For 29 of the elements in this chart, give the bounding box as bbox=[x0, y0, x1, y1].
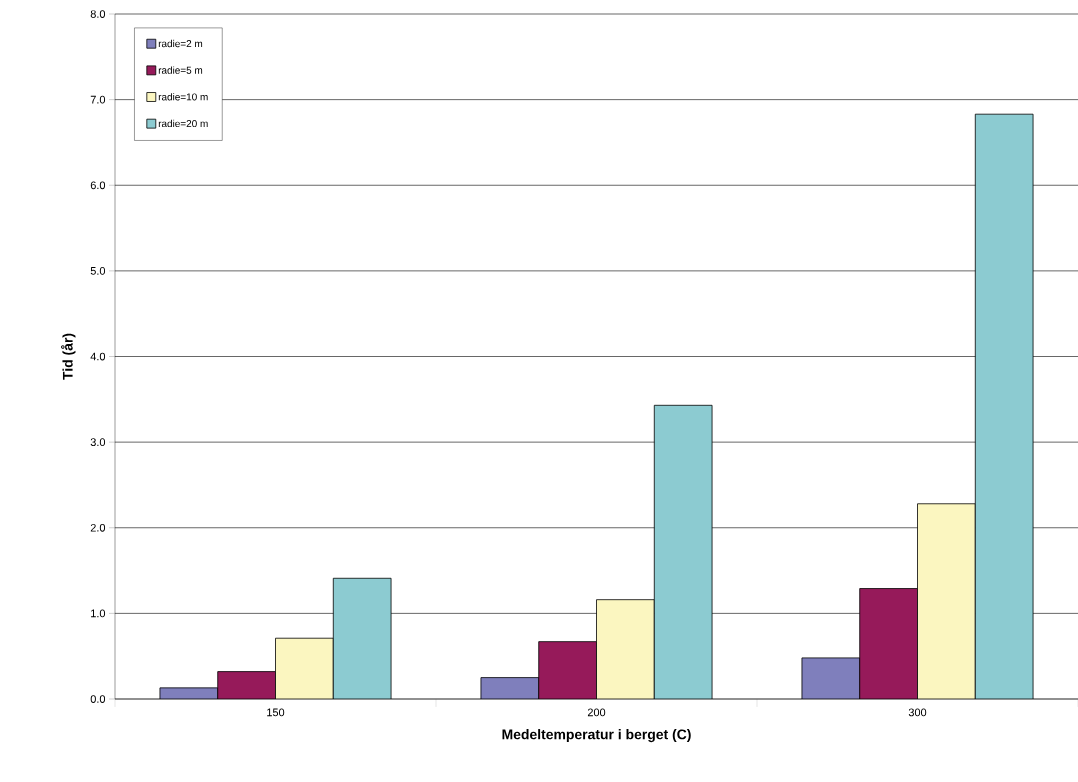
y-tick-label: 6.0 bbox=[90, 181, 106, 190]
bar bbox=[917, 503, 976, 699]
x-axis-title: Medeltemperatur i berget (C) bbox=[502, 729, 691, 743]
x-tick-label: 300 bbox=[908, 708, 927, 717]
y-tick-label: 7.0 bbox=[90, 95, 106, 104]
y-tick-label: 1.0 bbox=[91, 609, 106, 618]
bar bbox=[275, 637, 334, 699]
legend-label: radie=5 m bbox=[158, 66, 203, 74]
bar bbox=[801, 657, 861, 699]
y-tick-label: 0.0 bbox=[90, 695, 106, 703]
bar bbox=[538, 641, 597, 699]
y-tick-label: 3.0 bbox=[90, 438, 106, 447]
bar bbox=[974, 113, 1034, 699]
x-tick-label: 150 bbox=[267, 708, 285, 717]
y-tick-label: 2.0 bbox=[90, 523, 106, 532]
y-tick-label: 4.0 bbox=[90, 352, 106, 361]
x-tick-label: 200 bbox=[587, 708, 606, 717]
bar bbox=[332, 577, 392, 699]
bar bbox=[859, 588, 918, 699]
legend-label: radie=2 m bbox=[158, 39, 203, 48]
bar bbox=[653, 404, 713, 699]
bar bbox=[480, 677, 540, 699]
bar bbox=[217, 671, 276, 699]
legend-label: radie=10 m bbox=[158, 93, 208, 101]
bar bbox=[596, 599, 655, 699]
y-tick-label: 8.0 bbox=[90, 10, 106, 18]
y-axis-title: Tid (år) bbox=[61, 333, 76, 380]
legend-label: radie=20 m bbox=[158, 119, 208, 128]
y-tick-label: 5.0 bbox=[90, 267, 106, 275]
